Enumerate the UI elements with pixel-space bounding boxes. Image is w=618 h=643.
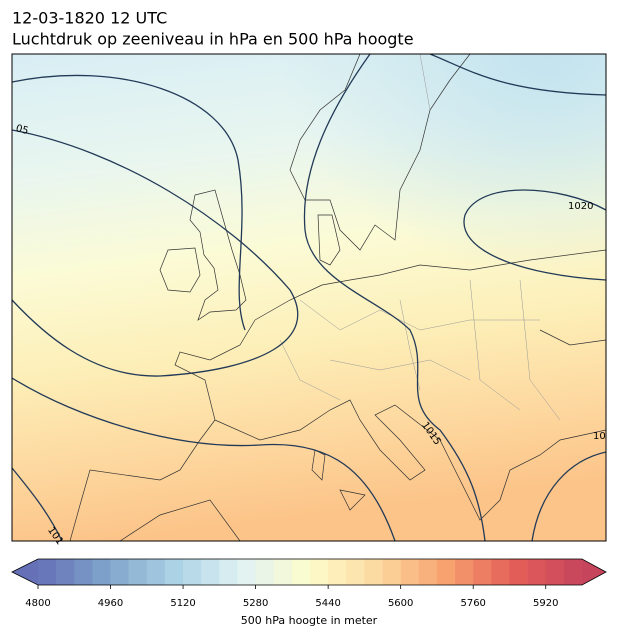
- colorbar-tick-label: 5280: [243, 598, 268, 609]
- colorbar-swatch: [273, 559, 293, 585]
- colorbar-swatch: [56, 559, 75, 585]
- colorbar-extend: [582, 559, 606, 585]
- colorbar-swatch: [183, 559, 202, 585]
- colorbar-swatch: [92, 559, 111, 585]
- colorbar-tick-label: 5760: [460, 598, 485, 609]
- colorbar-tick-label: 5120: [170, 598, 195, 609]
- colorbar-tick-label: 4960: [98, 598, 123, 609]
- map: [12, 54, 606, 541]
- colorbar: 4800 4960 5120 5280 5440 5600 5760 5920: [11, 558, 607, 609]
- colorbar-label: 500 hPa hoogte in meter: [241, 614, 378, 627]
- colorbar-swatch: [128, 559, 148, 585]
- isobar-label: 05: [14, 123, 29, 137]
- colorbar-tick-label: 5440: [315, 598, 340, 609]
- colorbar-tick-label: 5600: [388, 598, 413, 609]
- colorbar-tick-label: 5920: [533, 598, 558, 609]
- colorbar-swatch: [255, 559, 275, 585]
- date: 12-03-1820 12 UTC: [12, 9, 167, 28]
- colorbar-swatch: [563, 559, 583, 585]
- colorbar-swatch: [455, 559, 474, 585]
- isobar-label: 10: [593, 431, 606, 442]
- colorbar-swatch: [146, 559, 166, 585]
- map-frame: [11, 53, 607, 542]
- background-high: [12, 54, 606, 541]
- colorbar-swatch: [237, 559, 256, 585]
- colorbar-swatch: [74, 559, 93, 585]
- coastlines: [69, 54, 606, 541]
- colorbar-swatch: [436, 559, 456, 585]
- colorbar-swatch: [310, 559, 329, 585]
- colorbar-swatch: [164, 559, 184, 585]
- colorbar-swatch: [473, 559, 492, 585]
- colorbar-tick-label: 4800: [25, 598, 50, 609]
- colorbar-swatch: [400, 559, 420, 585]
- colorbar-swatch: [418, 559, 438, 585]
- colorbar-swatch: [527, 559, 547, 585]
- borders: [279, 54, 561, 421]
- colorbar-swatch: [346, 559, 365, 585]
- colorbar-swatch: [110, 559, 129, 585]
- colorbar-extend: [12, 559, 38, 585]
- isobar-label: 1020: [568, 201, 593, 212]
- colorbar-frame: [11, 558, 607, 586]
- title: Luchtdruk op zeeniveau in hPa en 500 hPa…: [12, 30, 414, 49]
- colorbar-swatch: [382, 559, 401, 585]
- colorbar-swatch: [491, 559, 510, 585]
- colorbar-swatch: [364, 559, 383, 585]
- isobars: [12, 54, 606, 541]
- colorbar-swatch: [219, 559, 238, 585]
- colorbar-swatch: [38, 559, 57, 585]
- colorbar-swatch: [509, 559, 528, 585]
- colorbar-swatch: [201, 559, 220, 585]
- colorbar-swatch: [291, 559, 311, 585]
- colorbar-swatch: [328, 559, 347, 585]
- colorbar-swatch: [545, 559, 565, 585]
